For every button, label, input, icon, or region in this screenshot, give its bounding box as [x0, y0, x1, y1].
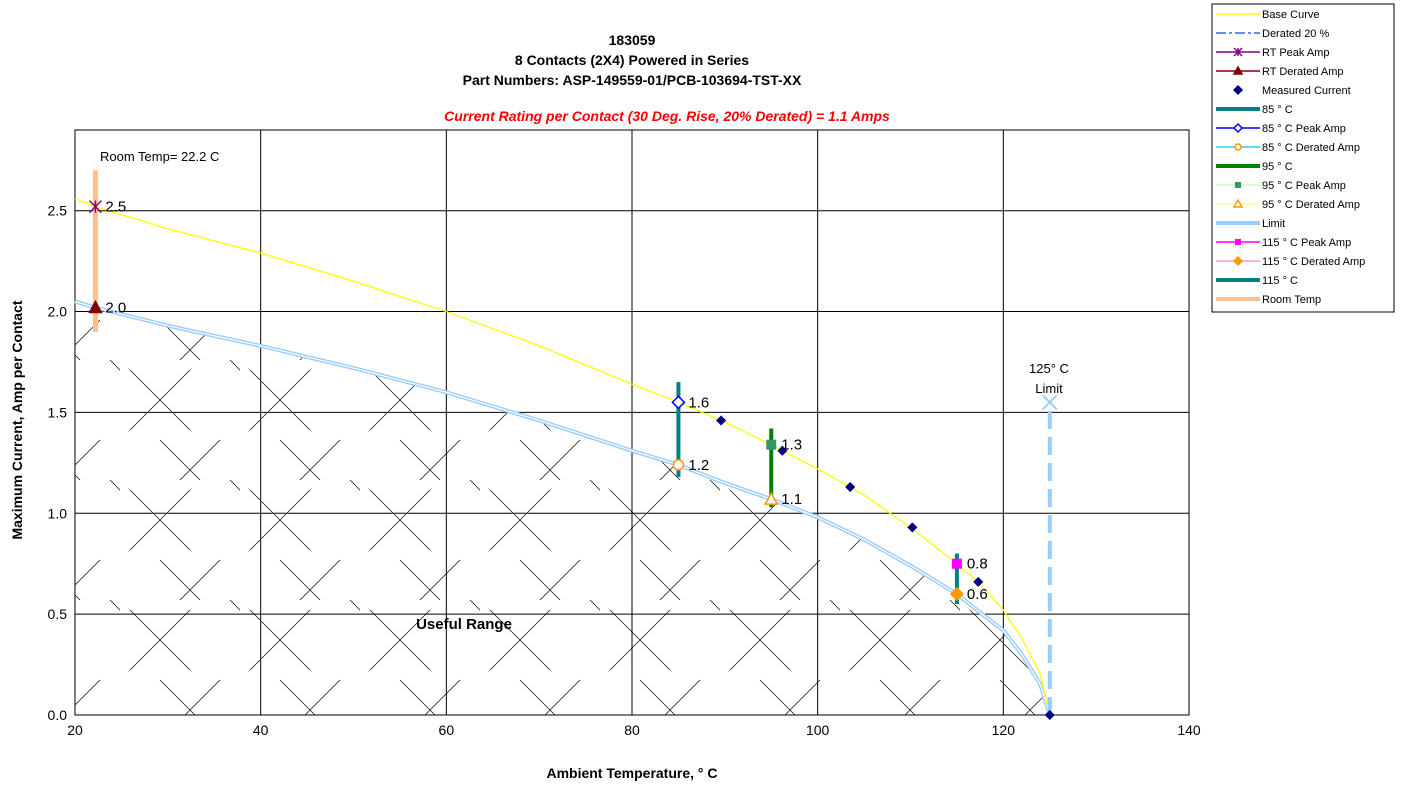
legend-item: 95 ° C Derated Amp	[1216, 198, 1360, 211]
limit-annotation: 125° C	[1029, 361, 1069, 376]
derated-curve-highlight	[74, 300, 1051, 716]
data-label: 1.6	[688, 394, 709, 411]
chart-title-line-1: 183059	[609, 32, 656, 48]
legend-label: 115 ° C Derated Amp	[1262, 256, 1365, 268]
legend-label: 95 ° C Derated Amp	[1262, 199, 1360, 211]
legend-label: RT Peak Amp	[1262, 47, 1329, 59]
limit-marker	[1042, 394, 1058, 411]
useful-range-hatch	[75, 301, 1050, 715]
measured-point	[845, 481, 856, 493]
x-tick-label: 120	[992, 722, 1016, 738]
y-axis-label: Maximum Current, Amp per Contact	[9, 300, 25, 539]
legend-marker	[1232, 122, 1244, 134]
legend-item: 95 ° C Peak Amp	[1216, 180, 1346, 192]
legend-item: 115 ° C	[1216, 275, 1298, 287]
y-tick-label: 2.0	[48, 304, 68, 320]
room-temp-annotation: Room Temp= 22.2 C	[100, 149, 219, 164]
legend-item: Limit	[1216, 218, 1285, 230]
legend-item: 85 ° C Peak Amp	[1216, 122, 1346, 135]
legend-label: 95 ° C	[1262, 161, 1293, 173]
measured-point	[907, 522, 918, 533]
legend-item: Base Curve	[1216, 9, 1319, 21]
y-tick-label: 0.5	[48, 606, 68, 622]
legend-label: 85 ° C Derated Amp	[1262, 142, 1360, 154]
marked-point	[951, 558, 962, 569]
x-axis-label: Ambient Temperature, ° C	[546, 765, 717, 781]
plot-area: 20 40 60 80 100 120 140 0.0 0.5 1.0 1.5 2.0 2.5 2.5 2.…	[48, 129, 1201, 738]
data-label: 0.8	[967, 556, 988, 573]
x-tick-label: 60	[439, 722, 455, 738]
measured-point	[1044, 709, 1055, 721]
data-label: 2.5	[105, 199, 126, 216]
legend-label: 115 ° C	[1262, 275, 1298, 287]
legend-item: 85 ° C	[1216, 104, 1293, 116]
legend-label: Room Temp	[1262, 294, 1321, 306]
x-tick-label: 40	[253, 722, 269, 738]
plot-frame	[74, 129, 1190, 716]
chart-subtitle: Current Rating per Contact (30 Deg. Rise…	[444, 108, 890, 124]
legend-item: RT Derated Amp	[1216, 65, 1344, 78]
marked-point	[88, 200, 102, 214]
legend-item: 115 ° C Peak Amp	[1216, 237, 1351, 249]
marked-point	[766, 439, 777, 450]
legend-label: 85 ° C Peak Amp	[1262, 123, 1346, 135]
measured-point	[973, 576, 984, 587]
legend-item: Derated 20 %	[1216, 28, 1329, 40]
data-label: 1.1	[781, 491, 802, 508]
legend-label: Base Curve	[1262, 9, 1319, 21]
limit-annotation: Limit	[1035, 381, 1063, 396]
base-curve	[74, 197, 1051, 716]
legend-label: 85 ° C	[1262, 104, 1293, 116]
measured-point	[777, 445, 788, 456]
legend-item: 115 ° C Derated Amp	[1216, 255, 1365, 268]
chart-title-line-3: Part Numbers: ASP-149559-01/PCB-103694-T…	[463, 72, 802, 88]
legend-item: 95 ° C	[1216, 161, 1293, 173]
data-label: 1.3	[781, 437, 802, 454]
y-tick-label: 2.5	[48, 203, 68, 219]
legend-marker	[1232, 65, 1244, 75]
x-tick-label: 100	[806, 722, 830, 738]
legend: Base Curve Derated 20 % RT Peak Amp RT Dera…	[1211, 3, 1395, 313]
legend-marker	[1232, 84, 1244, 96]
data-label: 1.2	[688, 457, 709, 474]
legend-label: 95 ° C Peak Amp	[1262, 180, 1346, 192]
legend-label: 115 ° C Peak Amp	[1262, 237, 1351, 249]
marked-point	[949, 586, 964, 602]
chart-title-line-2: 8 Contacts (2X4) Powered in Series	[515, 52, 749, 68]
legend-item: Measured Current	[1232, 84, 1351, 97]
legend-item: RT Peak Amp	[1216, 47, 1329, 59]
data-label: 0.6	[967, 586, 988, 603]
legend-label: Measured Current	[1262, 85, 1351, 97]
marked-point	[671, 395, 686, 410]
legend-label: Derated 20 %	[1262, 28, 1329, 40]
legend-marker	[1234, 143, 1242, 151]
y-tick-label: 0.0	[48, 707, 68, 723]
legend-item: Room Temp	[1216, 294, 1321, 306]
measured-point	[716, 415, 727, 426]
x-tick-label: 140	[1177, 722, 1201, 738]
marked-point	[88, 299, 103, 314]
x-tick-label: 80	[624, 722, 640, 738]
legend-marker	[1233, 47, 1243, 57]
legend-marker	[1235, 239, 1241, 245]
legend-marker	[1235, 182, 1241, 188]
legend-marker	[1232, 255, 1244, 267]
useful-range-label: Useful Range	[416, 616, 512, 633]
x-tick-label: 20	[67, 722, 83, 738]
marked-point	[763, 491, 779, 505]
marked-point	[672, 459, 685, 471]
legend-item: 85 ° C Derated Amp	[1216, 142, 1360, 154]
y-tick-label: 1.5	[48, 404, 68, 420]
legend-marker	[1232, 198, 1244, 208]
legend-label: Limit	[1262, 218, 1285, 230]
data-label: 2.0	[105, 300, 126, 317]
y-tick-label: 1.0	[48, 505, 68, 521]
legend-label: RT Derated Amp	[1262, 66, 1344, 78]
